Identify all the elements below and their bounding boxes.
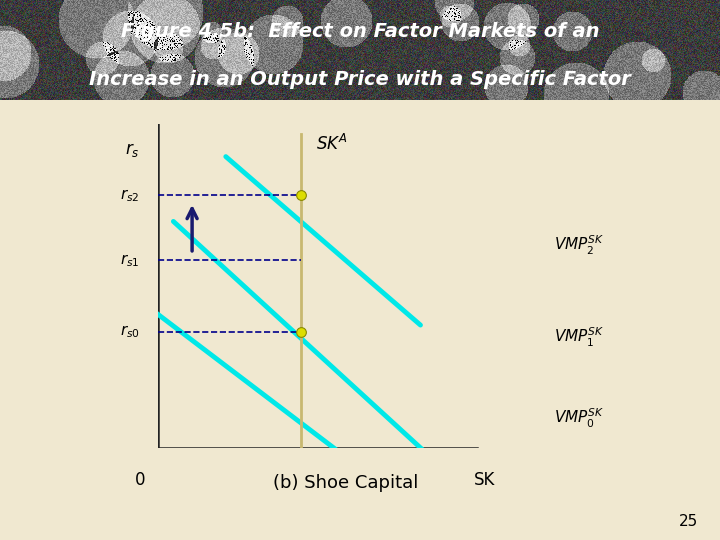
Text: $r_{s1}$: $r_{s1}$ [120, 252, 140, 268]
Text: 0: 0 [135, 471, 145, 489]
Text: $VMP_2^{SK}$: $VMP_2^{SK}$ [554, 234, 605, 257]
Text: $VMP_1^{SK}$: $VMP_1^{SK}$ [554, 326, 605, 349]
Text: Increase in an Output Price with a Specific Factor: Increase in an Output Price with a Speci… [89, 70, 631, 90]
Text: $r_s$: $r_s$ [125, 141, 140, 159]
Text: (b) Shoe Capital: (b) Shoe Capital [273, 474, 418, 492]
Text: SK: SK [474, 471, 495, 489]
Text: $SK^A$: $SK^A$ [315, 134, 348, 154]
Text: $r_{s0}$: $r_{s0}$ [120, 323, 140, 340]
Text: 25: 25 [679, 514, 698, 529]
Text: Figure 4.5b:  Effect on Factor Markets of an: Figure 4.5b: Effect on Factor Markets of… [121, 23, 599, 42]
Text: $VMP_0^{SK}$: $VMP_0^{SK}$ [554, 407, 605, 430]
Text: $r_{s2}$: $r_{s2}$ [120, 187, 140, 204]
